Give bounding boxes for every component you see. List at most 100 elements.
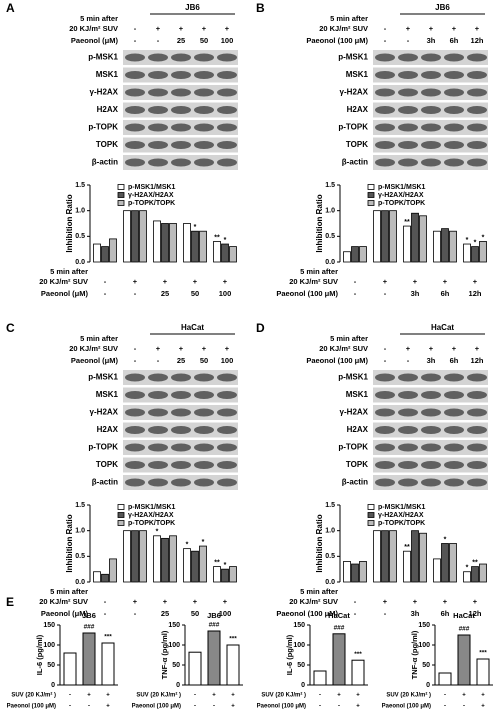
legend-label: p-TOPK/TOPK: [378, 200, 425, 207]
bar: [123, 530, 131, 583]
bar: [221, 243, 229, 263]
blot-band: [375, 53, 395, 62]
bar: [161, 223, 169, 263]
condition-value: -: [69, 704, 71, 710]
legend-swatch: [367, 200, 375, 206]
bar: [188, 651, 202, 686]
blot-band: [148, 106, 168, 114]
condition-value: +: [475, 344, 480, 353]
blot-label: β-actin: [92, 158, 118, 167]
condition-value: +: [429, 24, 434, 33]
blot-band: [375, 443, 395, 452]
cell-line: HaCat: [431, 323, 454, 332]
condition-label: 5 min after: [330, 334, 368, 343]
bar: [351, 659, 365, 686]
bar: [433, 558, 441, 583]
bar: [449, 543, 457, 583]
blot-band: [217, 391, 237, 399]
blot-band: [125, 461, 145, 469]
condition-value: 3h: [427, 36, 436, 45]
blot-band: [194, 373, 214, 382]
condition-value: +: [356, 693, 360, 699]
condition-value: -: [194, 693, 196, 699]
condition-label: 20 KJ/m² SUV: [319, 24, 368, 33]
significance: ***: [229, 636, 237, 643]
condition-value: +: [193, 277, 198, 286]
blot-band: [171, 391, 191, 399]
condition-value: -: [384, 609, 387, 618]
significance: *: [202, 539, 205, 546]
legend-label: p-MSK1/MSK1: [128, 184, 176, 191]
blot-band: [194, 53, 214, 62]
condition-value: -: [444, 693, 446, 699]
condition-value: -: [134, 609, 137, 618]
y-tick-label: 0.5: [75, 553, 85, 560]
significance: **: [214, 559, 220, 566]
condition-value: +: [413, 597, 418, 606]
legend-swatch: [117, 184, 125, 190]
blot-band: [467, 106, 487, 114]
blot-band: [194, 106, 214, 114]
blot-label: TOPK: [96, 140, 118, 149]
legend-label: p-MSK1/MSK1: [128, 504, 176, 511]
significance: **: [404, 544, 410, 551]
condition-label: Paeonol (100 μM): [257, 704, 306, 710]
blot-label: p-TOPK: [338, 123, 368, 132]
blot-band: [398, 71, 418, 79]
condition-value: +: [179, 344, 184, 353]
bar: [221, 568, 229, 583]
y-tick-label: 0: [301, 682, 305, 689]
blot-label: p-TOPK: [88, 443, 118, 452]
y-tick-label: 1.5: [75, 182, 85, 189]
y-axis-label: IL-6 (pg/ml): [35, 634, 44, 675]
panel-label: E: [6, 595, 14, 609]
blot-band: [444, 391, 464, 399]
blot-band: [444, 141, 464, 149]
blot-band: [444, 461, 464, 469]
bar: [471, 566, 479, 583]
blot-band: [467, 426, 487, 434]
condition-value: +: [406, 24, 411, 33]
bar: [131, 210, 139, 263]
blot-band: [375, 141, 395, 149]
blot-label: p-TOPK: [88, 123, 118, 132]
condition-value: 6h: [441, 289, 450, 298]
y-tick-label: 100: [168, 642, 180, 649]
y-axis-label: TNF-α (pg/ml): [410, 630, 419, 679]
significance: **: [214, 234, 220, 241]
condition-value: -: [88, 704, 90, 710]
blot-band: [375, 426, 395, 434]
blot-band: [125, 391, 145, 399]
legend-label: γ-H2AX/H2AX: [128, 512, 174, 519]
y-tick-label: 1.5: [75, 502, 85, 509]
y-tick-label: 1.0: [325, 528, 335, 535]
significance: *: [224, 562, 227, 569]
blot-band: [444, 443, 464, 452]
blot-band: [148, 478, 168, 487]
y-axis-label: Inhibition Ratio: [65, 514, 74, 572]
condition-value: -: [104, 609, 107, 618]
significance: *: [444, 536, 447, 543]
blot-band: [125, 373, 145, 382]
y-tick-label: 150: [293, 622, 305, 629]
y-tick-label: 0.0: [75, 259, 85, 266]
blot-band: [421, 373, 441, 382]
condition-value: +: [87, 693, 91, 699]
blot-band: [421, 123, 441, 132]
blot-band: [171, 88, 191, 97]
bar: [161, 537, 169, 583]
condition-value: +: [406, 344, 411, 353]
chart-title: JB6: [207, 611, 221, 620]
bar: [199, 230, 207, 263]
condition-value: +: [473, 597, 478, 606]
blot-band: [467, 53, 487, 62]
condition-label: 5 min after: [300, 267, 338, 276]
condition-value: +: [133, 597, 138, 606]
blot-label: p-MSK1: [88, 53, 118, 62]
bar: [373, 210, 381, 263]
condition-label: 20 KJ/m² SUV: [319, 344, 368, 353]
bar: [476, 658, 490, 686]
blot-band: [421, 106, 441, 114]
bar: [229, 566, 237, 583]
blot-band: [217, 53, 237, 62]
